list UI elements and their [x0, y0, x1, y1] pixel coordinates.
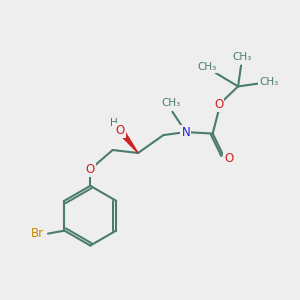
Text: O: O: [116, 124, 125, 137]
Text: O: O: [86, 163, 95, 176]
Text: O: O: [214, 98, 223, 111]
Text: CH₃: CH₃: [259, 77, 278, 87]
Text: Br: Br: [31, 227, 44, 240]
Text: CH₃: CH₃: [161, 98, 181, 108]
Text: N: N: [182, 126, 190, 139]
Text: H: H: [110, 118, 118, 128]
Text: CH₃: CH₃: [198, 62, 217, 72]
Text: CH₃: CH₃: [232, 52, 251, 62]
Text: O: O: [224, 152, 233, 165]
Polygon shape: [119, 130, 138, 153]
